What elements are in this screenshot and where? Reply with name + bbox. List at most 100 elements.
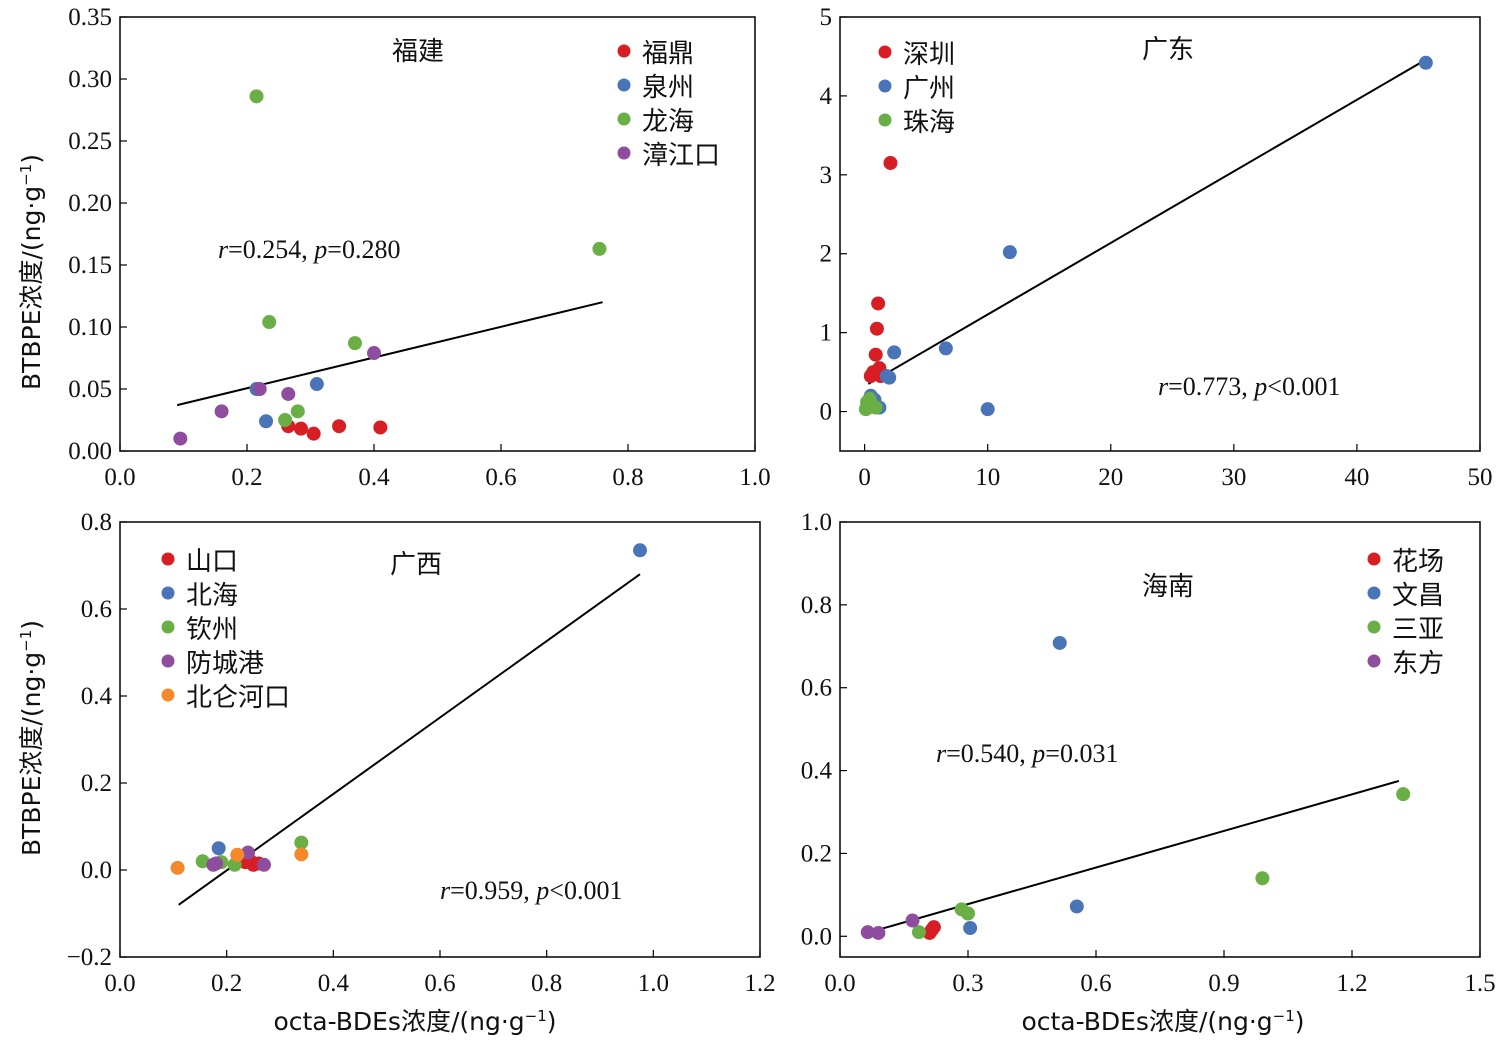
x-tick-label: 0.6 xyxy=(485,464,516,491)
data-point xyxy=(905,913,920,928)
data-point xyxy=(1002,245,1017,260)
data-point xyxy=(1069,899,1084,914)
plot-frame xyxy=(119,16,756,452)
legend-label: 山口 xyxy=(186,547,238,577)
y-tick-label: 0.30 xyxy=(68,66,112,93)
x-tick-label: 0.6 xyxy=(424,970,455,997)
correlation-annotation: r=0.959, p<0.001 xyxy=(440,876,622,905)
data-point xyxy=(309,377,324,392)
data-point xyxy=(262,315,277,330)
legend-marker xyxy=(1367,586,1381,600)
legend-marker xyxy=(617,78,631,92)
legend-marker xyxy=(617,44,631,58)
data-point xyxy=(241,845,255,860)
legend-marker xyxy=(878,79,892,93)
panel-title: 海南 xyxy=(1142,572,1194,602)
data-point xyxy=(257,857,271,872)
data-point xyxy=(373,420,388,435)
correlation-annotation: r=0.254, p=0.280 xyxy=(218,235,400,264)
legend-label: 文昌 xyxy=(1392,581,1444,611)
data-point xyxy=(963,921,978,935)
data-point xyxy=(938,341,953,356)
data-point xyxy=(209,856,223,871)
y-axis-label: BTBPE浓度/(ng·g−1) xyxy=(17,154,46,390)
data-point xyxy=(868,347,883,362)
y-tick-label: 2 xyxy=(820,241,833,268)
y-tick-label: 0.35 xyxy=(68,4,112,31)
x-tick-label: 0.8 xyxy=(531,970,562,997)
legend-marker xyxy=(878,45,892,59)
legend-label: 漳江口 xyxy=(642,141,720,171)
panel-1: 0.0 0.2 0.4 0.6 0.8 1.0 0.00 0.05 0.10 0.15 0.20 0.… xyxy=(17,4,771,491)
y-tick-label: 1.0 xyxy=(801,509,832,536)
y-tick-label: 0.8 xyxy=(81,509,112,536)
x-tick-label: 1.5 xyxy=(1464,970,1495,997)
data-point xyxy=(211,841,226,856)
x-tick-label: 0.3 xyxy=(952,970,983,997)
x-tick-label: 1.0 xyxy=(638,970,669,997)
data-point xyxy=(347,336,362,351)
x-tick-label: 50 xyxy=(1468,464,1493,491)
x-tick-label: 0.4 xyxy=(318,970,350,997)
legend-label: 钦州 xyxy=(186,615,238,645)
correlation-annotation: r=0.540, p=0.031 xyxy=(936,739,1118,768)
data-point xyxy=(278,413,293,427)
y-tick-label: −0.2 xyxy=(67,944,112,971)
y-tick-label: 0.05 xyxy=(68,376,112,403)
regression-line xyxy=(178,573,641,906)
data-point xyxy=(869,321,884,336)
data-point xyxy=(1418,55,1433,70)
y-tick-label: 5 xyxy=(820,4,833,31)
legend-marker xyxy=(878,113,892,127)
x-tick-label: 0.9 xyxy=(1208,970,1239,997)
panel-4: 0.0 0.3 0.6 0.9 1.2 1.5 0.0 0.2 0.4 0.6 0.8 1.0 花场文昌… xyxy=(801,509,1496,1036)
data-point xyxy=(173,431,188,446)
panel-title: 福建 xyxy=(392,37,444,67)
data-point xyxy=(868,400,883,415)
y-tick-label: 3 xyxy=(820,162,833,189)
data-point xyxy=(882,370,897,385)
data-point xyxy=(887,345,902,360)
regression-line xyxy=(176,301,603,407)
legend-label: 广州 xyxy=(903,74,955,104)
x-tick-label: 0.0 xyxy=(104,464,135,491)
data-point xyxy=(980,402,995,417)
data-point xyxy=(281,386,296,401)
y-tick-label: 0.4 xyxy=(801,758,833,785)
x-tick-label: 0 xyxy=(858,464,871,491)
legend-marker xyxy=(161,586,175,600)
data-point xyxy=(367,346,381,361)
data-point xyxy=(294,847,309,862)
data-point xyxy=(871,296,886,311)
x-tick-label: 0.0 xyxy=(824,970,855,997)
legend-label: 三亚 xyxy=(1392,615,1444,645)
data-point xyxy=(1396,787,1411,802)
legend-label: 深圳 xyxy=(903,40,955,70)
legend-label: 泉州 xyxy=(642,73,694,103)
y-tick-label: 1 xyxy=(820,320,833,347)
x-tick-label: 0.0 xyxy=(104,970,135,997)
x-tick-label: 0.6 xyxy=(1080,970,1111,997)
legend-marker xyxy=(1367,552,1381,566)
legend-label: 防城港 xyxy=(186,649,264,679)
data-point xyxy=(259,414,274,429)
x-tick-label: 0.2 xyxy=(231,464,262,491)
x-tick-label: 0.2 xyxy=(211,970,242,997)
data-point xyxy=(170,860,185,875)
x-tick-label: 20 xyxy=(1098,464,1123,491)
legend-marker xyxy=(161,552,175,566)
x-tick-label: 1.2 xyxy=(744,970,775,997)
data-point xyxy=(230,847,245,862)
x-axis-label: octa-BDEs浓度/(ng·g−1) xyxy=(1021,1007,1304,1036)
legend-label: 龙海 xyxy=(642,107,694,137)
y-tick-label: 0 xyxy=(820,399,833,426)
y-tick-label: 0.0 xyxy=(801,923,832,950)
legend-marker xyxy=(161,620,175,634)
data-point xyxy=(252,382,267,396)
plot-frame xyxy=(839,521,1481,958)
y-tick-label: 0.4 xyxy=(81,683,113,710)
data-point xyxy=(926,920,941,935)
panel-3: 0.0 0.2 0.4 0.6 0.8 1.0 1.2−0.20.00.20.40.60.8… xyxy=(17,509,776,1036)
y-tick-label: 0.25 xyxy=(68,128,112,155)
